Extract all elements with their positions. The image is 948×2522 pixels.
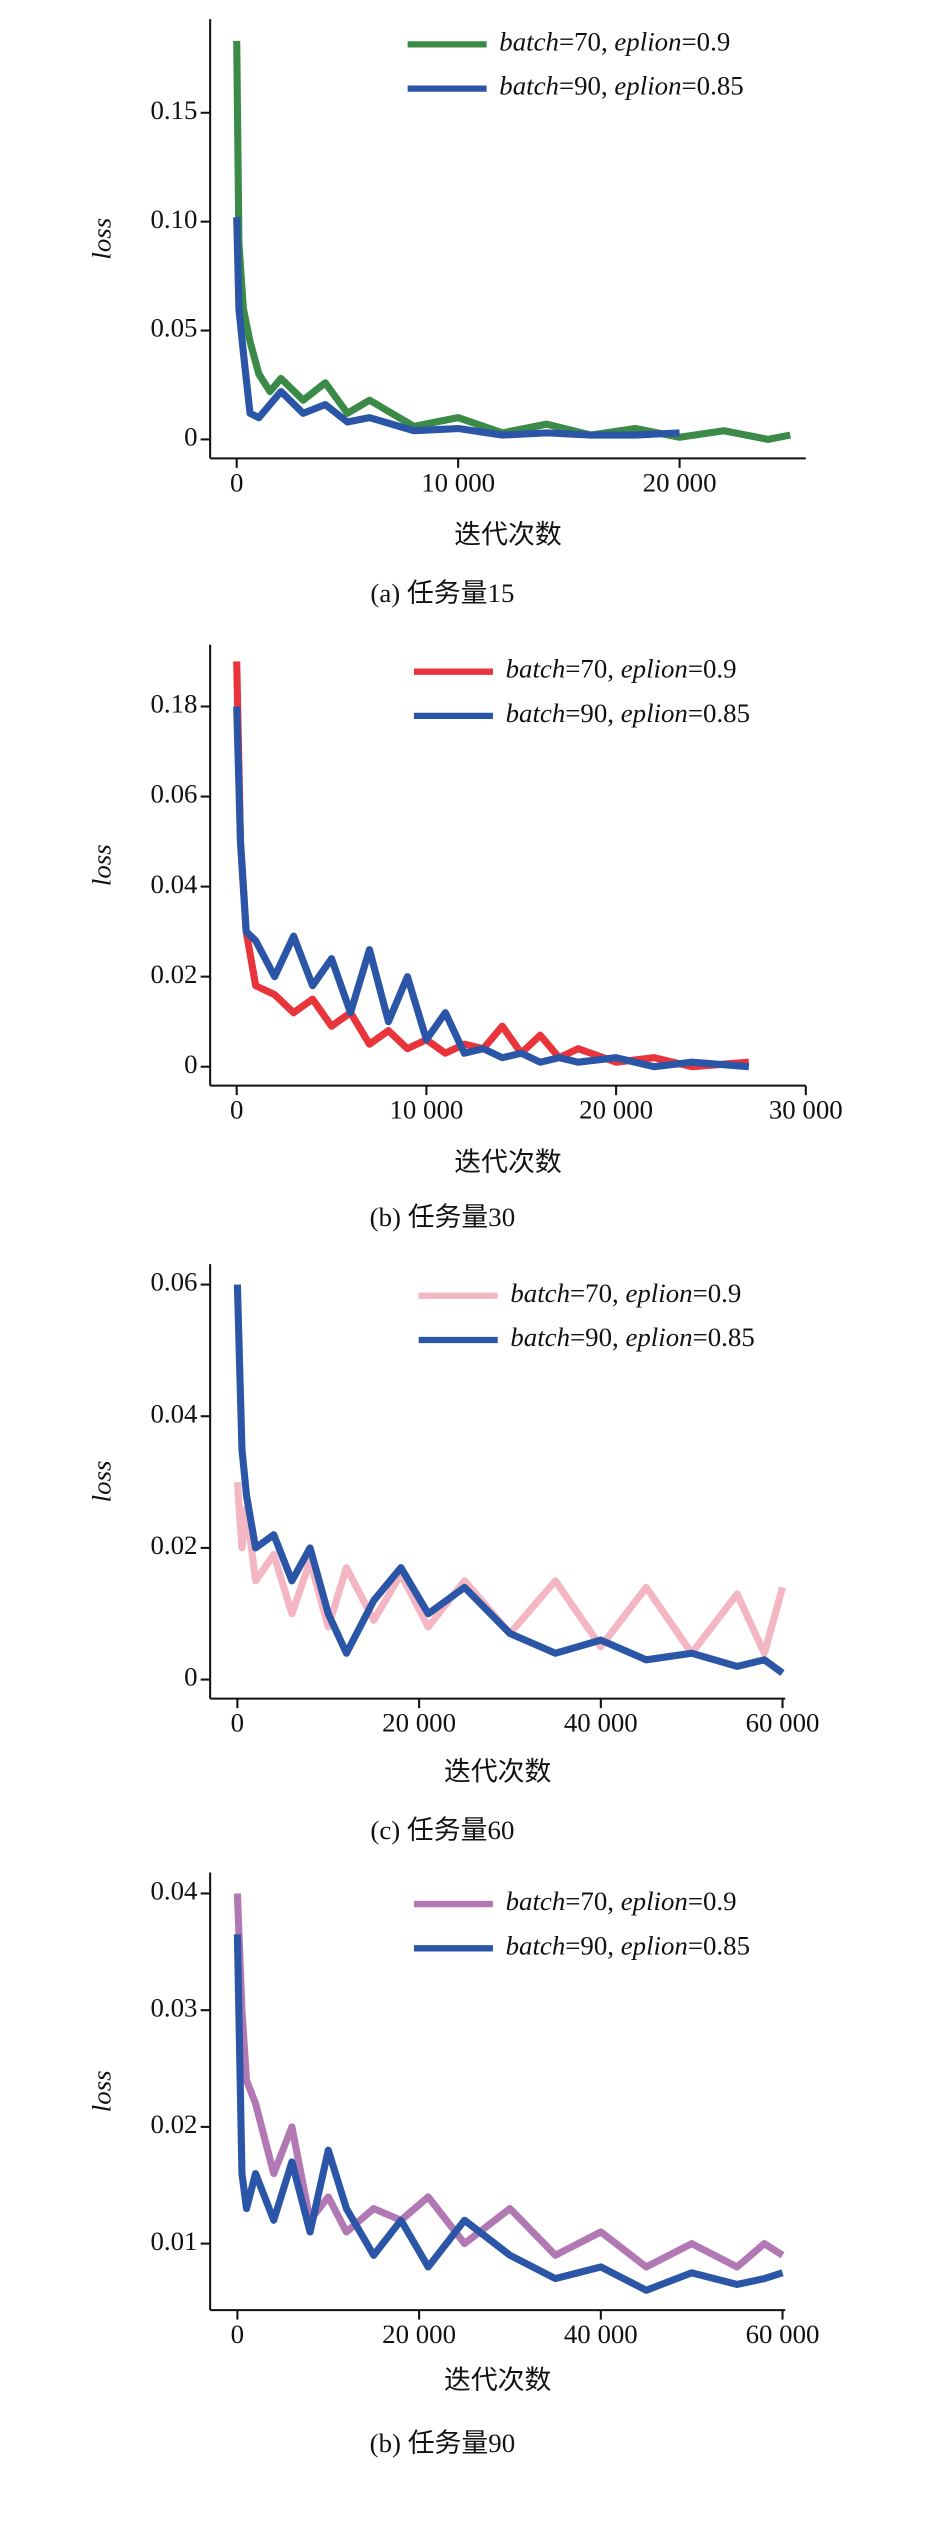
x-tick-label: 0: [230, 1095, 243, 1125]
y-axis-label: loss: [86, 218, 116, 260]
y-tick-label: 0.04: [150, 869, 198, 899]
y-axis-label: loss: [86, 1461, 116, 1503]
y-tick-label: 0.06: [150, 1267, 197, 1297]
y-tick-label: 0.05: [150, 313, 197, 343]
legend-label: batch=70, eplion=0.9: [506, 654, 737, 684]
x-tick-label: 20 000: [382, 2319, 456, 2349]
x-tick-label: 60 000: [746, 1708, 820, 1738]
caption: (c) 任务量60: [370, 1815, 514, 1845]
x-tick-label: 60 000: [746, 2319, 820, 2349]
x-tick-label: 40 000: [564, 2319, 638, 2349]
loss-line: [233, 1934, 784, 2294]
caption: (b) 任务量90: [370, 2428, 515, 2458]
caption: (a) 任务量15: [370, 578, 514, 608]
x-axis-label: 迭代次数: [454, 520, 562, 550]
legend-label: batch=90, eplion=0.85: [499, 71, 743, 101]
y-tick-label: 0.04: [150, 1398, 198, 1428]
y-tick-label: 0.15: [150, 95, 197, 125]
loss-line: [233, 217, 680, 439]
loss-line: [233, 1284, 785, 1676]
legend-label: batch=90, eplion=0.85: [506, 1930, 750, 1960]
loss-line: [233, 706, 750, 1071]
y-tick-label: 0.01: [150, 2226, 197, 2256]
y-tick-label: 0.10: [150, 204, 197, 234]
x-tick-label: 40 000: [564, 1708, 638, 1738]
y-tick-label: 0: [184, 422, 197, 452]
y-tick-label: 0.03: [150, 1992, 197, 2022]
y-tick-label: 0.18: [150, 689, 197, 719]
y-tick-label: 0.02: [150, 959, 197, 989]
x-tick-label: 20 000: [643, 467, 717, 497]
y-tick-label: 0.02: [150, 2109, 197, 2139]
x-axis-label: 迭代次数: [454, 1147, 562, 1177]
x-tick-label: 0: [231, 2319, 244, 2349]
y-tick-label: 0.04: [150, 1876, 198, 1906]
x-tick-label: 30 000: [769, 1095, 843, 1125]
x-tick-label: 0: [231, 1708, 244, 1738]
x-axis-label: 迭代次数: [444, 2365, 552, 2395]
y-tick-label: 0: [184, 1049, 197, 1079]
y-axis-label: loss: [86, 2070, 116, 2112]
x-tick-label: 20 000: [382, 1708, 456, 1738]
y-tick-label: 0.02: [150, 1530, 197, 1560]
legend-label: batch=70, eplion=0.9: [510, 1278, 741, 1308]
caption: (b) 任务量30: [370, 1202, 515, 1232]
x-tick-label: 10 000: [421, 467, 495, 497]
legend-label: batch=70, eplion=0.9: [506, 1886, 737, 1916]
legend-label: batch=90, eplion=0.85: [506, 698, 750, 728]
legend-label: batch=90, eplion=0.85: [510, 1322, 754, 1352]
y-axis-label: loss: [86, 844, 116, 886]
y-tick-label: 0.06: [150, 779, 197, 809]
y-tick-label: 0: [184, 1662, 197, 1692]
legend-label: batch=70, eplion=0.9: [499, 27, 730, 57]
x-tick-label: 10 000: [389, 1095, 463, 1125]
x-tick-label: 0: [230, 467, 243, 497]
x-tick-label: 20 000: [579, 1095, 653, 1125]
x-axis-label: 迭代次数: [444, 1757, 552, 1787]
